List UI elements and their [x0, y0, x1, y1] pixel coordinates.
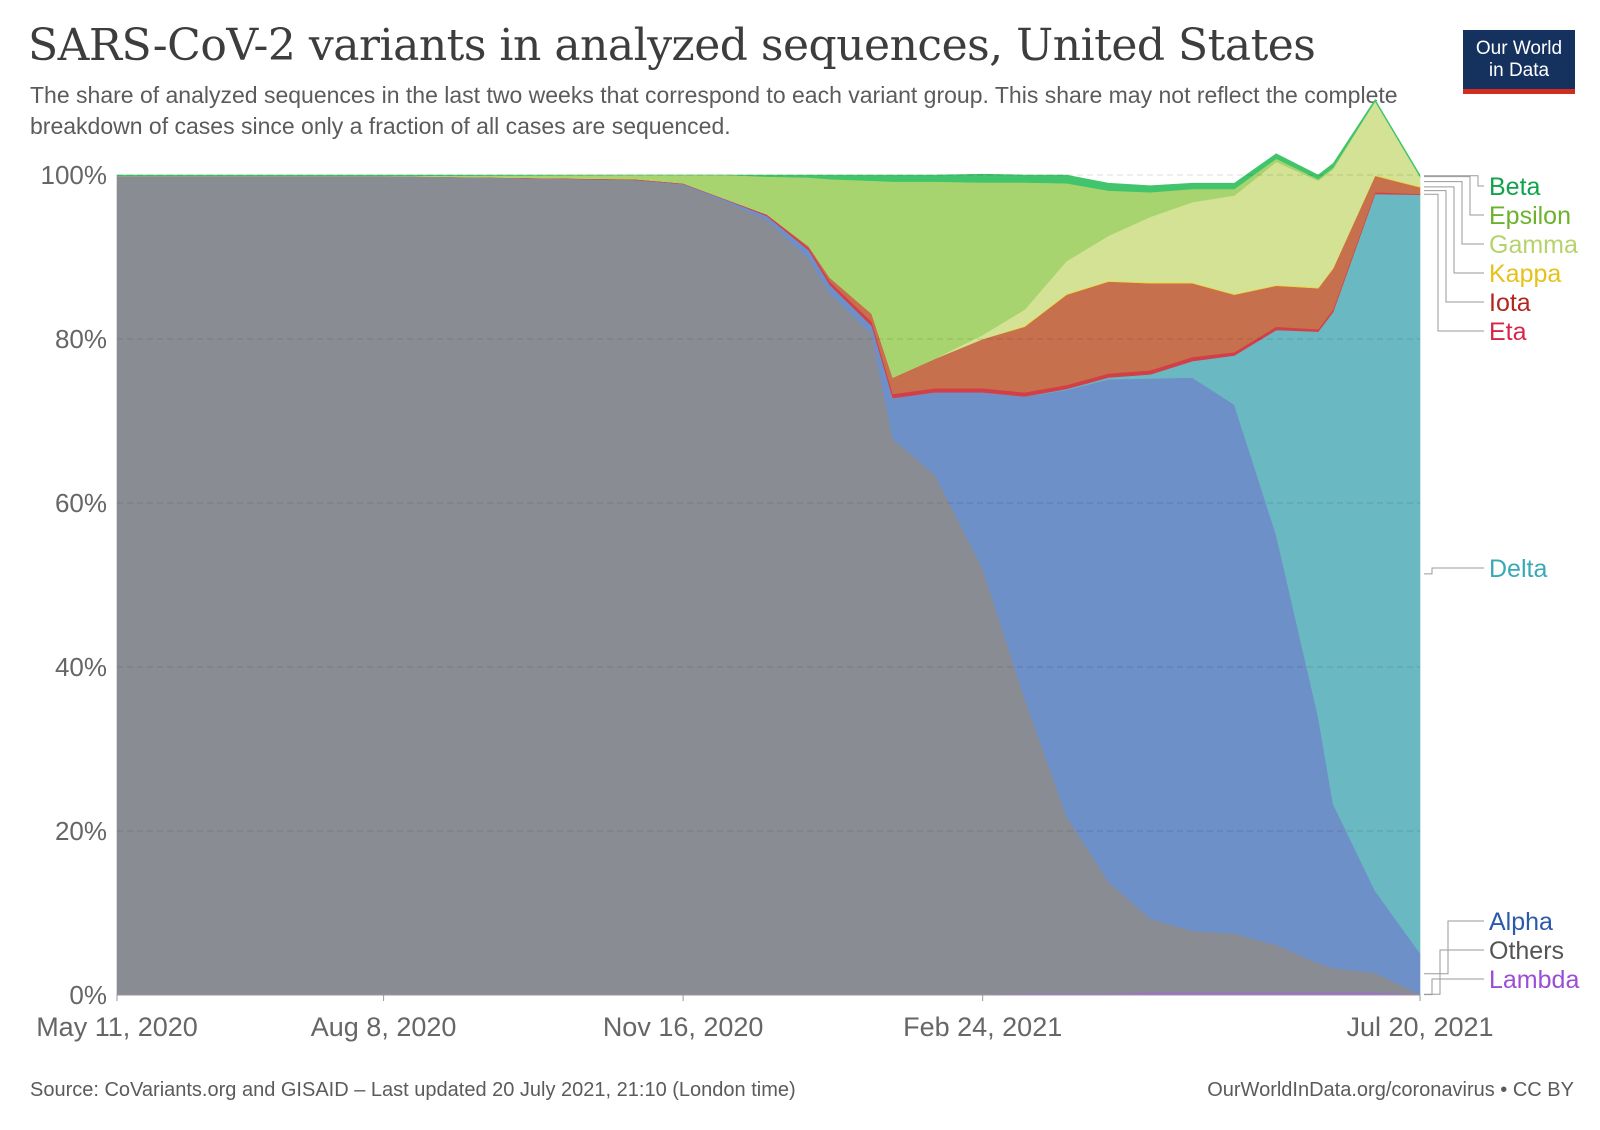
logo-line-2: in Data: [1488, 60, 1550, 81]
chart-title: SARS-CoV-2 variants in analyzed sequence…: [28, 20, 1316, 71]
legend-connector: [1424, 181, 1484, 245]
x-axis: May 11, 2020 Aug 8, 2020 Nov 16, 2020 Feb 2…: [36, 994, 1494, 1042]
legend-connector: [1424, 567, 1484, 575]
legend-label-kappa[interactable]: Kappa: [1489, 260, 1561, 288]
legend-connector: [1424, 175, 1484, 187]
legend-label-lambda[interactable]: Lambda: [1489, 966, 1579, 994]
legend-label-iota[interactable]: Iota: [1489, 289, 1531, 317]
owid-logo[interactable]: Our World in Data: [1463, 30, 1575, 94]
x-tick-label: Nov 16, 2020: [603, 1012, 764, 1042]
y-axis: 0% 20% 40% 60% 80% 100%: [41, 160, 108, 1010]
x-tick-label: Feb 24, 2021: [903, 1012, 1062, 1042]
legend-label-gamma[interactable]: Gamma: [1489, 231, 1578, 259]
y-tick-label: 100%: [41, 160, 108, 190]
legend-connector: [1424, 920, 1484, 975]
legend-connector: [1424, 193, 1484, 332]
legend-label-alpha[interactable]: Alpha: [1489, 908, 1553, 936]
y-tick-label: 0%: [69, 980, 107, 1010]
legend-connector: [1424, 176, 1484, 216]
legend-label-beta[interactable]: Beta: [1489, 173, 1541, 201]
y-tick-label: 20%: [55, 816, 107, 846]
area-series: [116, 99, 1421, 996]
area-beta[interactable]: [116, 99, 1421, 193]
logo-line-1: Our World: [1475, 38, 1563, 59]
legend-connector: [1424, 190, 1484, 303]
credit-link[interactable]: OurWorldInData.org/coronavirus • CC BY: [1207, 1079, 1574, 1101]
legend-label-eta[interactable]: Eta: [1489, 318, 1527, 346]
legend-connector: [1424, 978, 1484, 996]
legend-label-delta[interactable]: Delta: [1489, 555, 1547, 583]
legend-label-epsilon[interactable]: Epsilon: [1489, 202, 1571, 230]
source-note: Source: CoVariants.org and GISAID – Last…: [30, 1079, 796, 1101]
x-tick-label: Jul 20, 2021: [1346, 1012, 1493, 1042]
chart-subtitle: The share of analyzed sequences in the l…: [30, 82, 1398, 139]
legend-connector: [1424, 949, 1484, 995]
y-tick-label: 80%: [55, 324, 107, 354]
y-tick-label: 40%: [55, 652, 107, 682]
legend-label-others[interactable]: Others: [1489, 937, 1564, 965]
x-tick-label: Aug 8, 2020: [311, 1012, 457, 1042]
x-tick-label: May 11, 2020: [36, 1012, 198, 1042]
y-tick-label: 60%: [55, 488, 107, 518]
legend-connector: [1424, 186, 1484, 274]
